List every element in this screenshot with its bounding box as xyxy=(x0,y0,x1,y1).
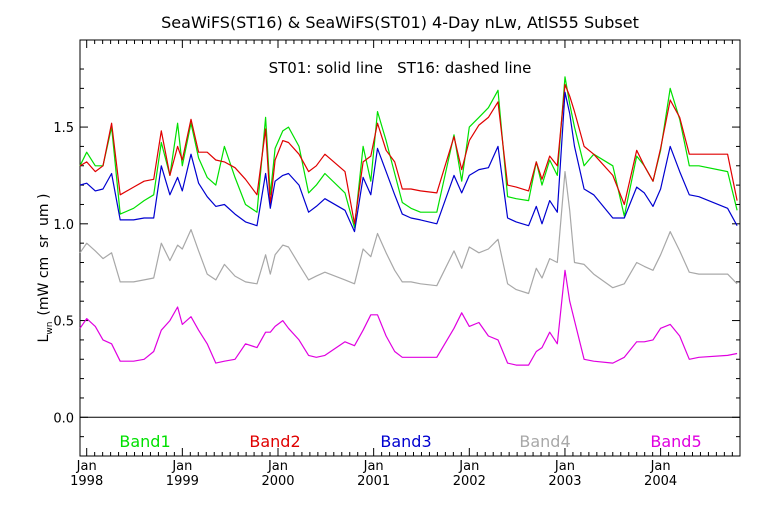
y-label-subscript: wn xyxy=(45,322,55,335)
chart-annotation: ST01: solid line ST16: dashed line xyxy=(269,59,532,77)
x-tick-year: 2002 xyxy=(453,474,486,489)
y-tick-label: 1.0 xyxy=(53,218,74,233)
y-tick-label: 0.5 xyxy=(53,315,74,330)
legend-entry-band4: Band4 xyxy=(519,432,570,451)
x-tick-month: Jan xyxy=(363,459,384,474)
plot-frame xyxy=(79,39,741,457)
x-tick-year: 2001 xyxy=(357,474,390,489)
legend-entry-band1: Band1 xyxy=(119,432,170,451)
x-tick-month: Jan xyxy=(171,459,192,474)
x-tick-month: Jan xyxy=(554,459,575,474)
x-tick-year: 2003 xyxy=(548,474,581,489)
chart-title: SeaWiFS(ST16) & SeaWiFS(ST01) 4-Day nLw,… xyxy=(161,13,639,32)
y-label-symbol: L xyxy=(36,334,52,342)
series-line-band3 xyxy=(79,91,738,233)
series-line-band4 xyxy=(79,171,738,295)
x-tick-month: Jan xyxy=(267,459,288,474)
legend-entry-band3: Band3 xyxy=(380,432,431,451)
y-tick-label: 0.0 xyxy=(53,411,74,426)
x-tick-year: 1998 xyxy=(70,474,103,489)
series-line-band2 xyxy=(79,83,738,225)
y-tick-label: 1.5 xyxy=(53,121,74,136)
legend: Band1 Band2 Band3 Band4 Band5 xyxy=(119,432,701,451)
axis-ticks: 0.00.51.01.5Jan1998Jan1999Jan2000Jan2001… xyxy=(53,40,740,489)
x-tick-year: 2000 xyxy=(261,474,294,489)
x-tick-year: 1999 xyxy=(166,474,199,489)
legend-entry-band5: Band5 xyxy=(650,432,701,451)
x-tick-month: Jan xyxy=(76,459,97,474)
x-tick-year: 2004 xyxy=(644,474,677,489)
svg-text:Lwn(mW cm sr um ): Lwn (mW cm sr um ) xyxy=(36,194,55,343)
y-axis-label: Lwn (mW cm sr um ) xyxy=(36,194,55,343)
series-group xyxy=(79,76,738,366)
series-line-band5 xyxy=(79,269,738,366)
series-line-band1 xyxy=(79,76,738,229)
y-label-units: (mW cm sr um ) xyxy=(36,194,52,316)
legend-entry-band2: Band2 xyxy=(249,432,300,451)
x-tick-month: Jan xyxy=(458,459,479,474)
x-tick-month: Jan xyxy=(650,459,671,474)
